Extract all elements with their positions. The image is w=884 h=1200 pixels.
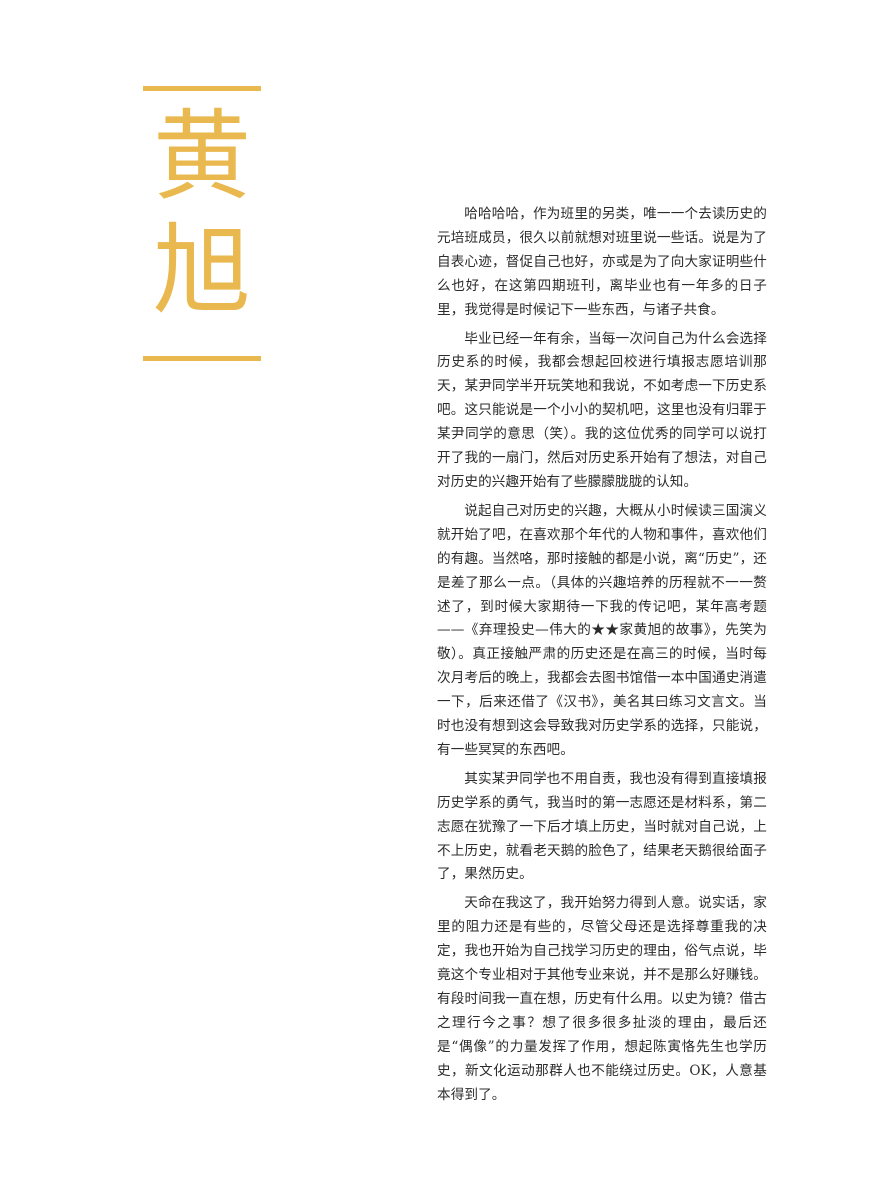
article-paragraph-1: 哈哈哈哈，作为班里的另类，唯一一个去读历史的元培班成员，很久以前就想对班里说一些… — [437, 206, 767, 318]
article-paragraph-2: 毕业已经一年有余，当每一次问自己为什么会选择历史系的时候，我都会想起回校进行填报… — [437, 330, 767, 490]
article-body: 哈哈哈哈，作为班里的另类，唯一一个去读历史的元培班成员，很久以前就想对班里说一些… — [437, 203, 767, 1113]
author-name-block: 黄 旭 — [143, 86, 261, 364]
article-paragraph-4: 其实某尹同学也不用自责，我也没有得到直接填报历史学系的勇气，我当时的第一志愿还是… — [437, 770, 767, 883]
author-name-char-1: 黄 — [152, 100, 251, 214]
article-paragraph-5: 天命在我这了，我开始努力得到人意。说实话，家里的阻力还是有些的，尽管父母还是选择… — [437, 895, 767, 1103]
title-bottom-rule — [143, 356, 261, 361]
author-name-char-2: 旭 — [152, 214, 251, 328]
title-top-rule — [143, 86, 261, 91]
article-paragraph-3: 说起自己对历史的兴趣，大概从小时候读三国演义就开始了吧，在喜欢那个年代的人物和事… — [437, 502, 767, 758]
